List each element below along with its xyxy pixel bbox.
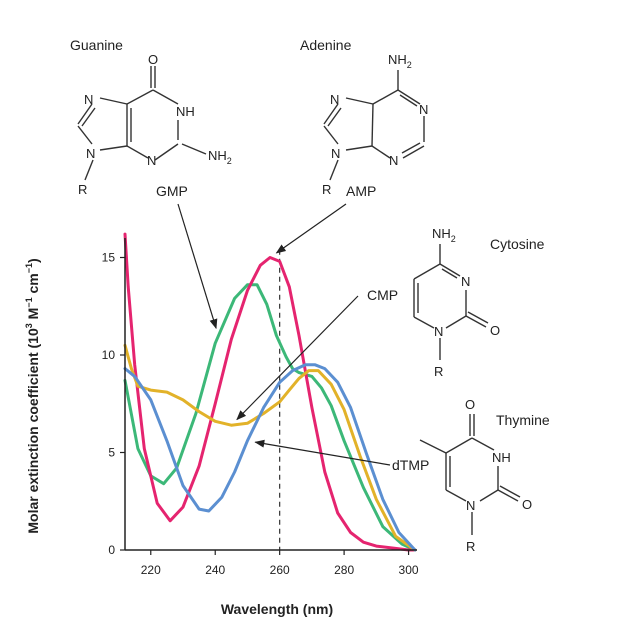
series-line-gmp <box>123 283 417 552</box>
thymine-n1: N <box>466 498 475 513</box>
series-line-cmp <box>123 343 417 552</box>
guanine-n3: N <box>147 153 156 168</box>
guanine-oxygen: O <box>148 52 158 67</box>
series-layer <box>123 232 417 552</box>
axes-layer: 220 240 260 280 300 0 5 10 15 <box>102 238 419 577</box>
guanine-name: Guanine <box>70 37 123 53</box>
callout-arrow-gmp <box>177 203 218 330</box>
callout-label-gmp: GMP <box>156 183 188 199</box>
guanine-n7: N <box>84 92 93 107</box>
guanine-nh2: NH2 <box>208 148 232 166</box>
cytosine-oxygen: O <box>490 323 500 338</box>
thymine-structure: Thymine O NH N O R <box>419 397 550 554</box>
callout-layer: GMP AMP CMP dTMP <box>156 183 429 473</box>
y-axis-title: Molar extinction coefficient (103 M−1 cm… <box>24 258 41 533</box>
cytosine-name: Cytosine <box>490 236 545 252</box>
thymine-n3h: NH <box>492 450 511 465</box>
cytosine-n1: N <box>434 324 443 339</box>
cytosine-n3: N <box>461 274 470 289</box>
adenine-r: R <box>322 182 331 197</box>
y-tick-label-0: 0 <box>108 543 115 557</box>
absorption-spectrum-chart: 220 240 260 280 300 0 5 10 15 GMP AMP CMP dTMP <box>102 183 430 577</box>
adenine-structure: Adenine NH2 N N N N R <box>300 37 428 197</box>
adenine-name: Adenine <box>300 37 352 53</box>
callout-arrow-cmp <box>236 295 359 421</box>
adenine-n7: N <box>330 92 339 107</box>
series-line-dtmp <box>123 363 417 552</box>
x-tick-label-220: 220 <box>141 563 161 577</box>
cytosine-r: R <box>434 364 443 379</box>
thymine-name: Thymine <box>496 412 550 428</box>
callout-label-cmp: CMP <box>367 287 398 303</box>
x-axis-title: Wavelength (nm) <box>221 601 333 617</box>
adenine-nh2: NH2 <box>388 52 412 70</box>
y-tick-label-15: 15 <box>102 251 116 265</box>
x-tick-label-260: 260 <box>270 563 290 577</box>
adenine-n1: N <box>419 102 428 117</box>
y-tick-label-10: 10 <box>102 348 116 362</box>
cytosine-structure: Cytosine NH2 N N O R <box>413 226 545 379</box>
x-tick-label-280: 280 <box>334 563 354 577</box>
guanine-n1h: NH <box>176 104 195 119</box>
y-tick-label-5: 5 <box>108 446 115 460</box>
thymine-r: R <box>466 539 475 554</box>
callout-arrow-amp <box>275 203 347 254</box>
adenine-n3: N <box>389 153 398 168</box>
x-tick-label-300: 300 <box>399 563 419 577</box>
adenine-n9: N <box>331 146 340 161</box>
callout-label-dtmp: dTMP <box>392 457 429 473</box>
callout-arrow-dtmp <box>254 439 391 466</box>
callout-label-amp: AMP <box>346 183 376 199</box>
guanine-n9: N <box>86 146 95 161</box>
thymine-o2: O <box>522 497 532 512</box>
cytosine-nh2: NH2 <box>432 226 456 244</box>
series-line-amp <box>123 232 417 552</box>
x-tick-label-240: 240 <box>205 563 225 577</box>
guanine-structure: Guanine O N NH N N NH2 R <box>70 37 232 197</box>
thymine-o4: O <box>465 397 475 412</box>
guanine-r: R <box>78 182 87 197</box>
